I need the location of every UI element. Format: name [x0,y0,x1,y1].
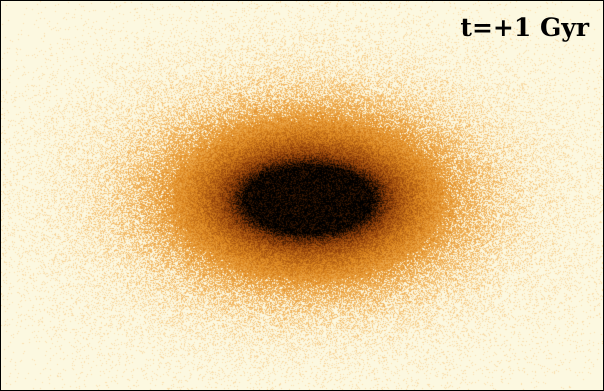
time-label: t=+1 Gyr [460,13,589,42]
